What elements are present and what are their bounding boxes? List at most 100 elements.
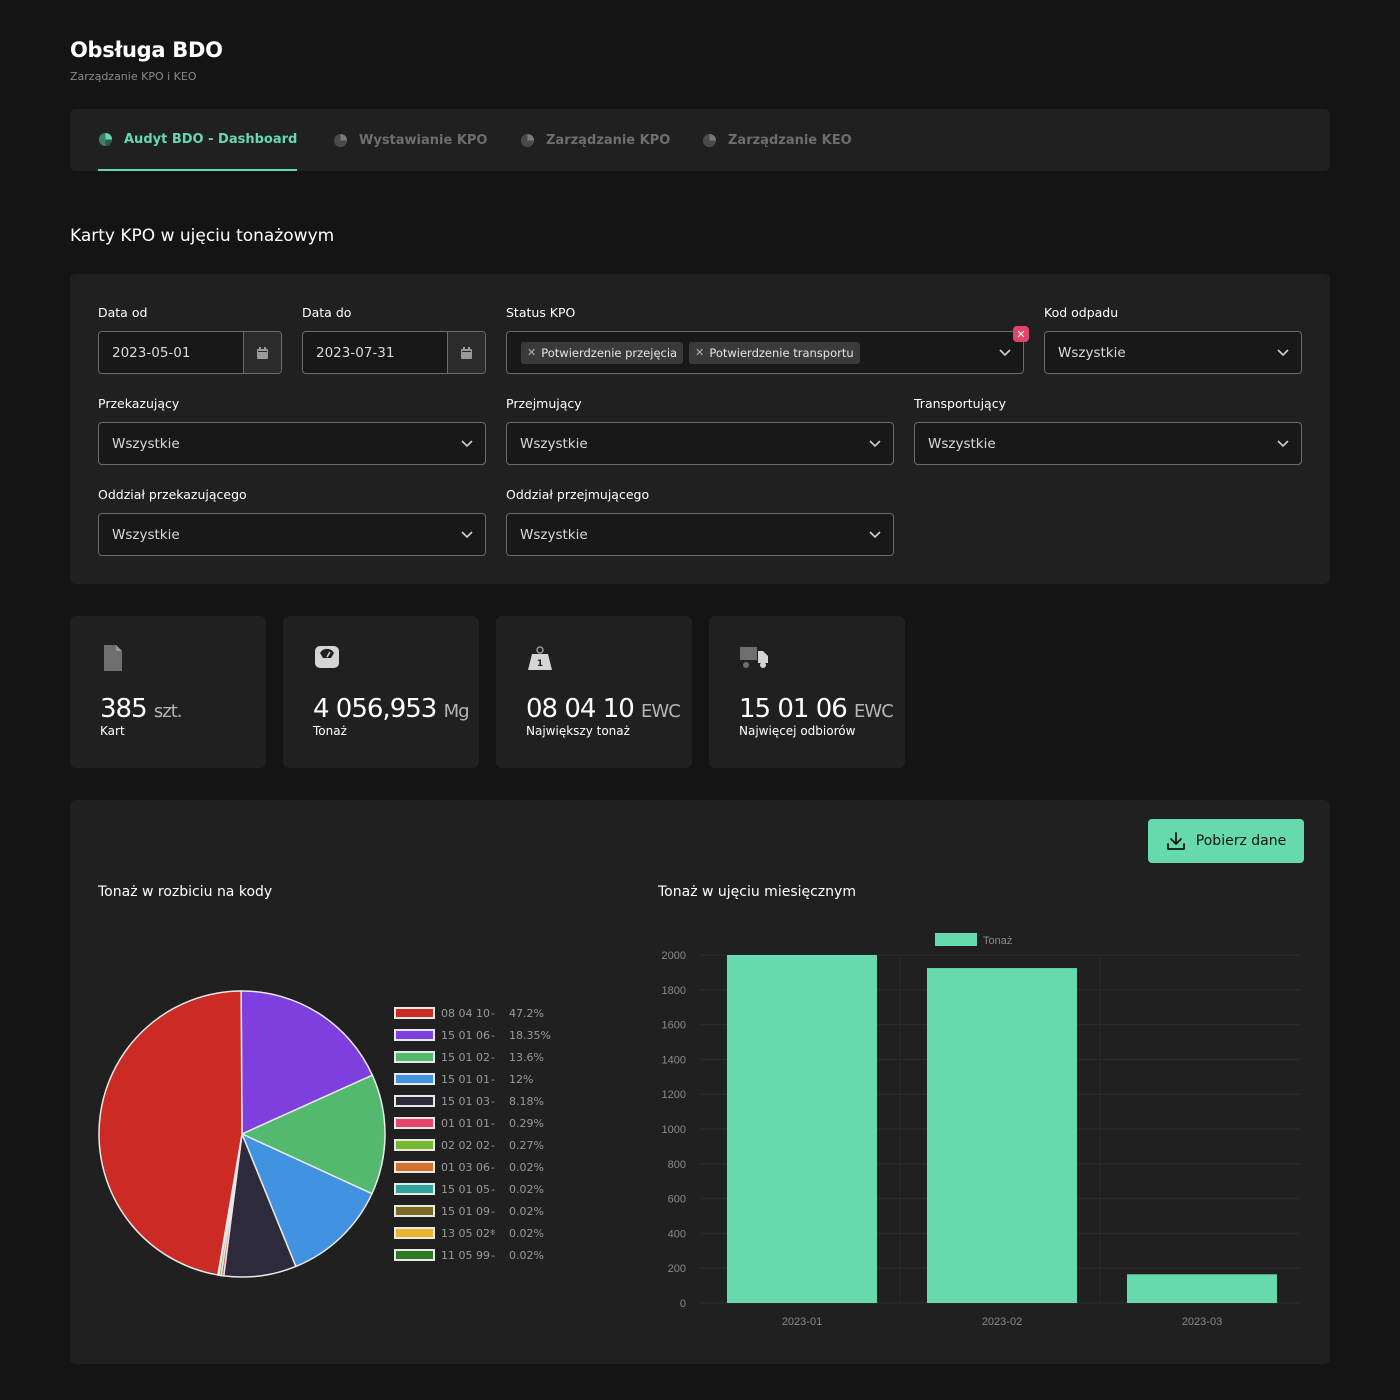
status-label: Status KPO: [506, 305, 576, 320]
y-tick-label: 0: [680, 1298, 686, 1310]
receiver-branch-select[interactable]: Wszystkie: [506, 513, 894, 556]
filters-panel: Data od 2023-05-01 Data do 2023-07-31 St…: [70, 274, 1330, 584]
download-data-button[interactable]: Pobierz dane: [1148, 819, 1304, 863]
remove-chip-icon[interactable]: ✕: [527, 346, 537, 359]
y-tick-label: 400: [668, 1228, 686, 1240]
legend-swatch: [394, 1227, 435, 1239]
bar-chart-title: Tonaż w ujęciu miesięcznym: [658, 884, 856, 900]
legend-label: 02 02 02: [441, 1138, 490, 1152]
legend-label: 11 05 99: [441, 1248, 490, 1262]
legend-separator: -: [491, 1094, 495, 1108]
legend-item: 11 05 99 - 0.02%: [394, 1248, 544, 1262]
legend-label: 15 01 02: [441, 1050, 490, 1064]
pie-chart-icon: [333, 133, 348, 147]
stat-value: 385 szt.: [100, 694, 183, 724]
legend-swatch: [394, 1205, 435, 1217]
date-to-field[interactable]: 2023-07-31: [302, 331, 486, 374]
receiver-select[interactable]: Wszystkie: [506, 422, 894, 465]
date-to-label: Data do: [302, 305, 352, 320]
document-icon: [104, 645, 122, 671]
weight-icon: 1: [528, 646, 552, 670]
carrier-select[interactable]: Wszystkie: [914, 422, 1302, 465]
legend-swatch: [935, 933, 977, 946]
sender-branch-select[interactable]: Wszystkie: [98, 513, 486, 556]
legend-separator: -: [491, 1226, 495, 1240]
y-tick-label: 800: [668, 1159, 686, 1171]
sender-branch-value: Wszystkie: [112, 526, 180, 543]
stat-card-top-pickups: 15 01 06 EWC Najwięcej odbiorów: [709, 616, 905, 768]
legend-swatch: [394, 1007, 435, 1019]
pie-chart-icon: [520, 133, 535, 147]
tab-audit-dashboard[interactable]: Audyt BDO - Dashboard: [98, 109, 298, 171]
chevron-down-icon: [461, 439, 473, 447]
tab-issue-kpo[interactable]: Wystawianie KPO: [333, 109, 487, 171]
y-tick-label: 200: [668, 1263, 686, 1275]
date-to-calendar-button[interactable]: [447, 332, 485, 373]
legend-percent: 0.02%: [509, 1160, 544, 1174]
x-tick-label: 2023-03: [1182, 1316, 1222, 1328]
chip-label: Potwierdzenie przejęcia: [541, 345, 678, 360]
legend-item: 15 01 03 - 8.18%: [394, 1094, 544, 1108]
legend-percent: 8.18%: [509, 1094, 544, 1108]
sender-value: Wszystkie: [112, 435, 180, 452]
legend-swatch: [394, 1095, 435, 1107]
stat-value: 15 01 06 EWC: [739, 694, 894, 724]
legend-item: 15 01 06 - 18.35%: [394, 1028, 551, 1042]
legend-label: 08 04 10: [441, 1006, 490, 1020]
legend-label: 15 01 05: [441, 1182, 490, 1196]
status-chip[interactable]: ✕ Potwierdzenie przejęcia: [521, 341, 684, 364]
legend-label: 15 01 06: [441, 1028, 490, 1042]
sender-label: Przekazujący: [98, 396, 180, 411]
tab-label: Audyt BDO - Dashboard: [124, 131, 298, 147]
legend-swatch: [394, 1139, 435, 1151]
receiver-branch-value: Wszystkie: [520, 526, 588, 543]
stat-card-tonnage: 4 056,953 Mg Tonaż: [283, 616, 479, 768]
legend-swatch: [394, 1117, 435, 1129]
y-tick-label: 1800: [662, 985, 686, 997]
date-from-field[interactable]: 2023-05-01: [98, 331, 282, 374]
status-chip[interactable]: ✕ Potwierdzenie transportu: [689, 341, 860, 364]
legend-separator: -: [491, 1028, 495, 1042]
legend-percent: 18.35%: [509, 1028, 551, 1042]
stat-value: 08 04 10 EWC: [526, 694, 681, 724]
legend-item: 15 01 02 - 13.6%: [394, 1050, 544, 1064]
waste-code-select[interactable]: Wszystkie: [1044, 331, 1302, 374]
sender-select[interactable]: Wszystkie: [98, 422, 486, 465]
legend-separator: -: [491, 1006, 495, 1020]
stat-label: Kart: [100, 724, 125, 738]
chip-label: Potwierdzenie transportu: [709, 345, 854, 360]
legend-separator: -: [491, 1138, 495, 1152]
stat-card-top-code: 1 08 04 10 EWC Największy tonaż: [496, 616, 692, 768]
legend-label: 13 05 02*: [441, 1226, 496, 1240]
chevron-down-icon: [869, 530, 881, 538]
legend-label: 01 01 01: [441, 1116, 490, 1130]
tab-manage-kpo[interactable]: Zarządzanie KPO: [520, 109, 670, 171]
pie-chart-title: Tonaż w rozbiciu na kody: [98, 884, 273, 900]
chevron-down-icon: [869, 439, 881, 447]
receiver-branch-label: Oddział przejmującego: [506, 487, 650, 502]
legend-separator: -: [491, 1248, 495, 1262]
legend-label: Tonaż: [983, 935, 1012, 947]
bar: [727, 955, 877, 1303]
legend-percent: 0.02%: [509, 1204, 544, 1218]
app-title: Obsługa BDO: [70, 38, 223, 62]
legend-separator: -: [491, 1182, 495, 1196]
clear-selection-icon[interactable]: ✕: [1013, 326, 1029, 342]
tab-manage-keo[interactable]: Zarządzanie KEO: [702, 109, 852, 171]
bar: [1127, 1274, 1277, 1303]
pie-chart-icon: [98, 132, 113, 146]
chevron-down-icon: [999, 348, 1011, 356]
stat-label: Tonaż: [313, 724, 347, 738]
legend-label: 01 03 06: [441, 1160, 490, 1174]
legend-separator: -: [491, 1050, 495, 1064]
remove-chip-icon[interactable]: ✕: [695, 346, 705, 359]
legend-item: 08 04 10 - 47.2%: [394, 1006, 544, 1020]
legend-percent: 47.2%: [509, 1006, 544, 1020]
x-tick-label: 2023-02: [982, 1316, 1022, 1328]
waste-code-label: Kod odpadu: [1044, 305, 1119, 320]
legend-label: 15 01 09: [441, 1204, 490, 1218]
date-from-calendar-button[interactable]: [243, 332, 281, 373]
waste-code-value: Wszystkie: [1058, 344, 1126, 361]
status-multiselect[interactable]: ✕ Potwierdzenie przejęcia ✕ Potwierdzenie …: [506, 326, 1029, 374]
carrier-value: Wszystkie: [928, 435, 996, 452]
